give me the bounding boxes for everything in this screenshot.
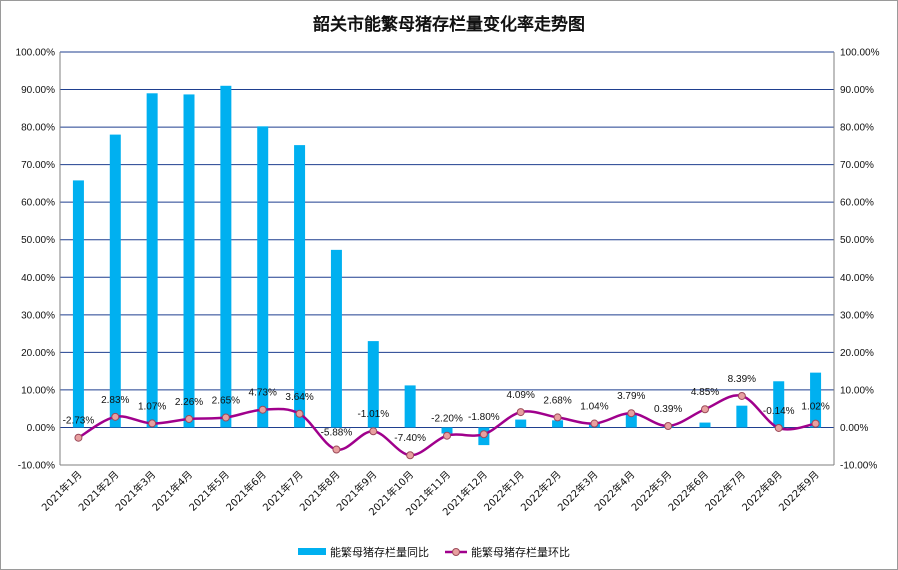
data-label: 4.73% — [249, 388, 277, 399]
data-label: -7.40% — [394, 433, 426, 444]
y-tick-left: 90.00% — [21, 85, 55, 96]
line-marker — [516, 408, 525, 417]
data-label: 3.79% — [617, 391, 645, 402]
y-tick-right: 0.00% — [840, 423, 868, 434]
data-label: -5.88% — [321, 428, 353, 439]
bar — [515, 419, 527, 428]
bar — [146, 93, 158, 428]
data-label: 2.83% — [101, 395, 129, 406]
legend-label-bar: 能繁母猪存栏量同比 — [330, 545, 429, 559]
legend-swatch-marker — [452, 548, 460, 556]
line-marker — [332, 445, 341, 454]
line-marker — [258, 405, 267, 414]
line-marker — [369, 427, 378, 436]
y-tick-right: 20.00% — [840, 348, 874, 359]
legend-label-line: 能繁母猪存栏量环比 — [471, 545, 570, 559]
bar — [404, 385, 416, 428]
data-label: 2.26% — [175, 397, 203, 408]
data-label: 8.39% — [728, 374, 756, 385]
data-label: 1.07% — [138, 401, 166, 412]
bar — [699, 422, 711, 428]
data-label: 3.64% — [285, 392, 313, 403]
line-marker — [295, 409, 304, 418]
data-label: 0.39% — [654, 404, 682, 415]
legend-swatch-bar — [298, 548, 326, 555]
line-marker — [590, 419, 599, 428]
data-label: -2.20% — [431, 414, 463, 425]
bar — [441, 427, 453, 434]
y-tick-left: 0.00% — [27, 423, 55, 434]
data-label: 1.04% — [580, 402, 608, 413]
line-marker — [185, 414, 193, 423]
line-marker — [74, 433, 83, 442]
line-marker — [701, 405, 709, 414]
y-tick-left: 100.00% — [16, 48, 56, 59]
y-tick-left: 80.00% — [21, 123, 55, 134]
y-tick-left: 30.00% — [21, 310, 55, 321]
line-marker — [737, 391, 746, 400]
y-tick-left: -10.00% — [18, 461, 55, 472]
bar — [736, 405, 748, 428]
y-tick-left: 40.00% — [21, 273, 55, 284]
bar — [109, 134, 121, 428]
bar — [294, 145, 306, 428]
line-marker — [627, 409, 636, 418]
line-marker — [406, 451, 415, 460]
y-tick-right: 60.00% — [840, 198, 874, 209]
x-tick: 2022年9月 — [776, 468, 822, 514]
y-tick-right: 80.00% — [840, 123, 874, 134]
y-tick-right: 30.00% — [840, 310, 874, 321]
line-marker — [479, 430, 488, 439]
y-tick-left: 70.00% — [21, 160, 55, 171]
bar — [183, 94, 195, 428]
line-marker — [774, 423, 783, 432]
bar — [330, 249, 342, 428]
y-tick-right: -10.00% — [840, 461, 877, 472]
line-marker — [664, 421, 673, 430]
y-tick-right: 10.00% — [840, 385, 874, 396]
bar — [257, 126, 269, 428]
chart-title: 韶关市能繁母猪存栏量变化率走势图 — [313, 15, 585, 35]
y-tick-right: 40.00% — [840, 273, 874, 284]
y-tick-left: 60.00% — [21, 198, 55, 209]
y-tick-right: 70.00% — [840, 160, 874, 171]
bar — [625, 413, 637, 428]
data-label: -1.01% — [357, 409, 389, 420]
data-label: -1.80% — [468, 412, 500, 423]
line-marker — [443, 431, 451, 440]
bar — [367, 341, 379, 428]
y-tick-right: 90.00% — [840, 85, 874, 96]
data-label: -2.73% — [63, 416, 95, 427]
y-tick-left: 10.00% — [21, 385, 55, 396]
line-marker — [221, 413, 230, 422]
bar — [810, 372, 822, 428]
line-marker — [811, 419, 820, 428]
bar — [220, 85, 232, 428]
data-label: -0.14% — [763, 406, 795, 417]
data-label: 2.68% — [543, 395, 571, 406]
data-label: 4.85% — [691, 387, 719, 398]
line-marker — [111, 412, 120, 421]
y-tick-right: 100.00% — [840, 48, 880, 59]
bar — [552, 420, 564, 428]
line-marker — [148, 419, 157, 428]
line-marker — [553, 413, 562, 422]
bar — [72, 180, 84, 428]
data-label: 1.02% — [801, 402, 829, 413]
data-label: 2.65% — [212, 396, 240, 407]
data-label: 4.09% — [507, 390, 535, 401]
y-tick-left: 20.00% — [21, 348, 55, 359]
y-tick-right: 50.00% — [840, 235, 874, 246]
y-tick-left: 50.00% — [21, 235, 55, 246]
bar — [773, 381, 785, 428]
